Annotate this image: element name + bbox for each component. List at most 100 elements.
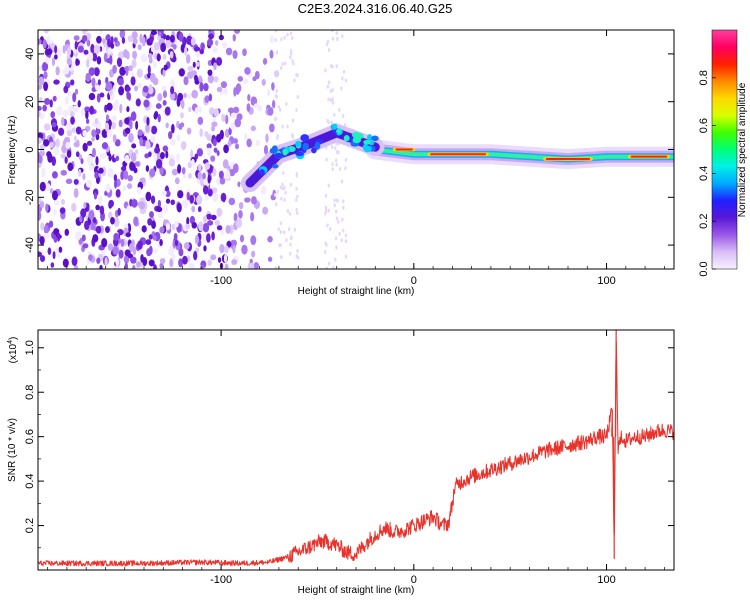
- noise-blob: [85, 118, 90, 124]
- noise-speckle: [293, 227, 297, 232]
- noise-speckle: [344, 157, 348, 162]
- noise-blob: [267, 236, 273, 243]
- noise-blob: [261, 78, 266, 86]
- noise-blob: [94, 84, 101, 91]
- noise-speckle: [295, 207, 298, 212]
- noise-blob: [157, 35, 161, 41]
- noise-blob: [57, 252, 61, 259]
- noise-blob: [227, 140, 232, 147]
- noise-speckle: [338, 167, 342, 172]
- noise-blob: [199, 264, 205, 269]
- noise-blob: [107, 48, 112, 55]
- noise-blob: [75, 231, 81, 241]
- noise-blob: [137, 129, 143, 137]
- noise-speckle: [326, 223, 329, 228]
- noise-blob: [67, 162, 74, 172]
- noise-blob: [82, 243, 89, 249]
- noise-speckle: [324, 193, 328, 198]
- noise-blob: [152, 235, 157, 241]
- noise-blob: [144, 153, 150, 159]
- noise-blob: [38, 155, 43, 164]
- noise-blob: [174, 239, 179, 247]
- noise-blob: [225, 169, 231, 180]
- rising-trace-blob: [343, 135, 350, 142]
- noise-speckle: [282, 171, 285, 176]
- noise-blob: [111, 115, 117, 122]
- noise-blob: [132, 50, 138, 59]
- noise-blob: [171, 123, 175, 134]
- noise-blob: [162, 53, 167, 61]
- noise-blob: [58, 246, 63, 253]
- noise-blob: [38, 97, 43, 103]
- noise-speckle: [344, 239, 348, 244]
- noise-blob: [56, 106, 63, 116]
- noise-blob: [223, 87, 228, 96]
- noise-blob: [192, 61, 196, 68]
- noise-speckle: [295, 173, 298, 178]
- noise-blob: [213, 62, 217, 71]
- noise-speckle: [281, 182, 284, 187]
- noise-blob: [260, 185, 267, 195]
- noise-blob: [113, 37, 118, 43]
- noise-blob: [196, 61, 200, 67]
- noise-blob: [38, 110, 41, 118]
- noise-speckle: [344, 78, 348, 83]
- noise-blob: [152, 152, 158, 162]
- noise-blob: [73, 135, 77, 141]
- noise-blob: [189, 194, 194, 204]
- noise-blob: [135, 120, 139, 130]
- y-tick-label: 0.2: [24, 518, 36, 533]
- noise-blob: [38, 84, 43, 90]
- noise-blob: [145, 191, 152, 202]
- noise-speckle: [335, 216, 339, 221]
- noise-blob: [138, 201, 146, 210]
- x-tick-label: -100: [210, 275, 232, 287]
- noise-blob: [232, 50, 238, 59]
- noise-blob: [160, 152, 165, 160]
- noise-speckle: [280, 37, 283, 42]
- noise-blob: [237, 75, 244, 82]
- noise-blob: [123, 170, 129, 180]
- noise-blob: [45, 48, 53, 56]
- noise-blob: [66, 57, 73, 66]
- noise-blob: [88, 210, 95, 220]
- noise-blob: [180, 99, 185, 109]
- noise-blob: [56, 48, 62, 56]
- noise-blob: [161, 190, 167, 196]
- noise-speckle: [331, 100, 335, 105]
- noise-blob: [78, 168, 82, 177]
- noise-speckle: [277, 227, 280, 232]
- noise-speckle: [338, 231, 341, 236]
- noise-blob: [216, 225, 223, 231]
- noise-blob: [120, 238, 125, 247]
- y-tick-label: 20: [24, 96, 36, 108]
- noise-blob: [233, 86, 237, 97]
- noise-blob: [207, 74, 215, 84]
- noise-blob: [234, 30, 241, 34]
- noise-blob: [74, 40, 78, 50]
- noise-blob: [86, 140, 93, 146]
- noise-blob: [180, 122, 185, 128]
- noise-blob: [75, 151, 80, 158]
- noise-blob: [43, 30, 49, 34]
- noise-speckle: [281, 61, 284, 66]
- noise-blob: [64, 96, 69, 105]
- rising-trace-blob: [363, 145, 372, 153]
- noise-blob: [62, 44, 66, 54]
- noise-blob: [85, 110, 89, 120]
- noise-blob: [43, 123, 51, 131]
- noise-blob: [92, 147, 96, 158]
- noise-blob: [202, 233, 207, 243]
- noise-speckle: [295, 254, 298, 259]
- noise-speckle: [340, 179, 344, 184]
- noise-blob: [207, 174, 211, 184]
- noise-blob: [53, 79, 60, 85]
- noise-speckle: [335, 30, 338, 35]
- noise-blob: [99, 153, 107, 159]
- noise-blob: [53, 200, 60, 206]
- noise-speckle: [283, 35, 286, 40]
- noise-speckle: [279, 221, 282, 226]
- snr-panel: -100 0 100 0.2 0.4 0.6 0.8 1.0 Height of strai…: [7, 329, 675, 596]
- noise-blob: [92, 234, 99, 243]
- noise-blob: [250, 125, 256, 132]
